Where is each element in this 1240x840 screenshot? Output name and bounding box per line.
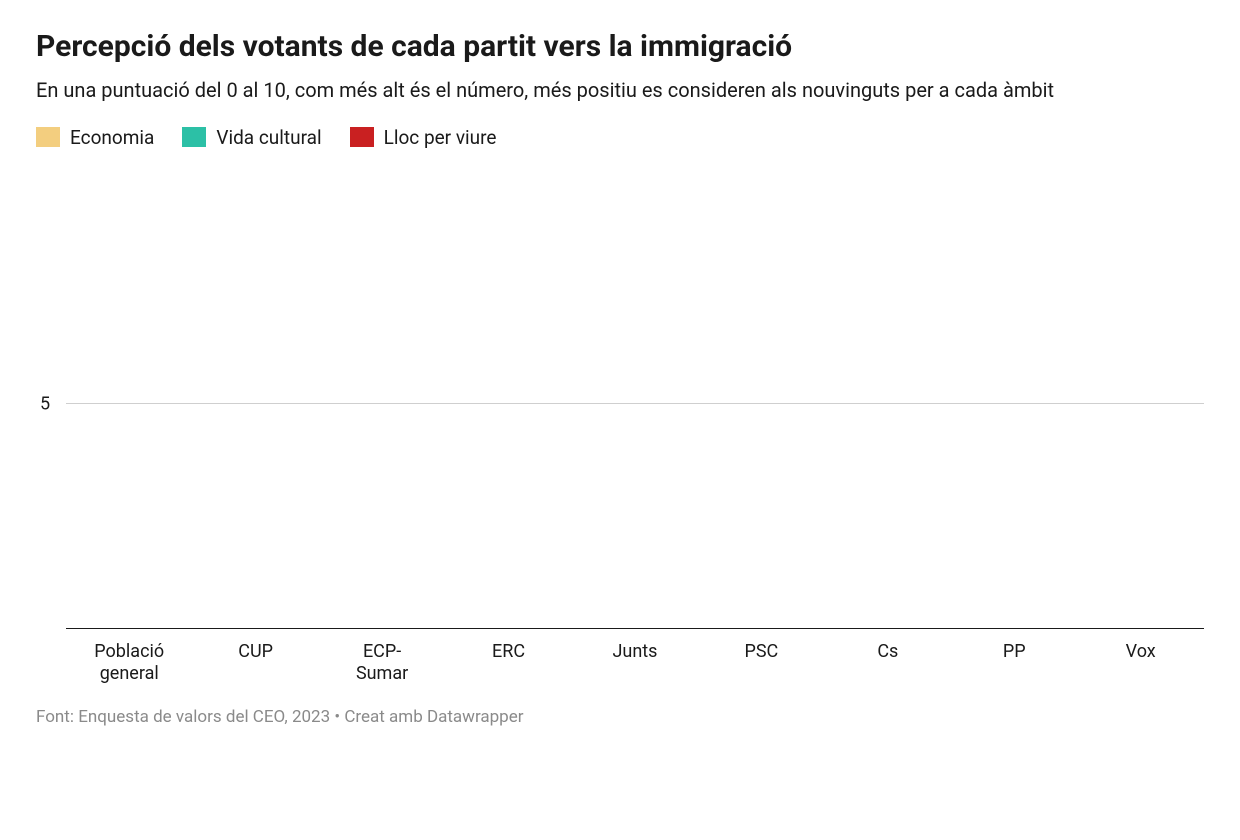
legend-swatch xyxy=(182,127,206,147)
y-axis-tick-label: 5 xyxy=(40,393,50,414)
x-axis-label: Junts xyxy=(572,635,698,689)
legend-item-lloc_per_viure: Lloc per viure xyxy=(350,126,497,149)
x-axis-label: ERC xyxy=(445,635,571,689)
chart-footer: Font: Enquesta de valors del CEO, 2023 •… xyxy=(36,707,1204,727)
legend-label: Lloc per viure xyxy=(384,126,497,149)
plot-area xyxy=(66,179,1204,629)
legend-label: Economia xyxy=(70,126,154,149)
chart-title: Percepció dels votants de cada partit ve… xyxy=(36,28,1204,66)
x-axis-labels: PoblaciógeneralCUPECP-SumarERCJuntsPSCCs… xyxy=(66,635,1204,689)
x-axis-label: Poblaciógeneral xyxy=(66,635,192,689)
x-axis-label: CUP xyxy=(192,635,318,689)
x-axis-label: Vox xyxy=(1078,635,1204,689)
x-axis-label: ECP-Sumar xyxy=(319,635,445,689)
chart-subtitle: En una puntuació del 0 al 10, com més al… xyxy=(36,76,1136,104)
legend-swatch xyxy=(350,127,374,147)
legend-item-economia: Economia xyxy=(36,126,154,149)
legend-swatch xyxy=(36,127,60,147)
x-axis-label: Cs xyxy=(825,635,951,689)
gridline xyxy=(66,403,1204,404)
x-axis-label: PSC xyxy=(698,635,824,689)
legend-item-vida_cultural: Vida cultural xyxy=(182,126,321,149)
legend-label: Vida cultural xyxy=(216,126,321,149)
legend: Economia Vida cultural Lloc per viure xyxy=(36,126,1204,149)
chart-area: PoblaciógeneralCUPECP-SumarERCJuntsPSCCs… xyxy=(36,179,1204,689)
x-axis-label: PP xyxy=(951,635,1077,689)
